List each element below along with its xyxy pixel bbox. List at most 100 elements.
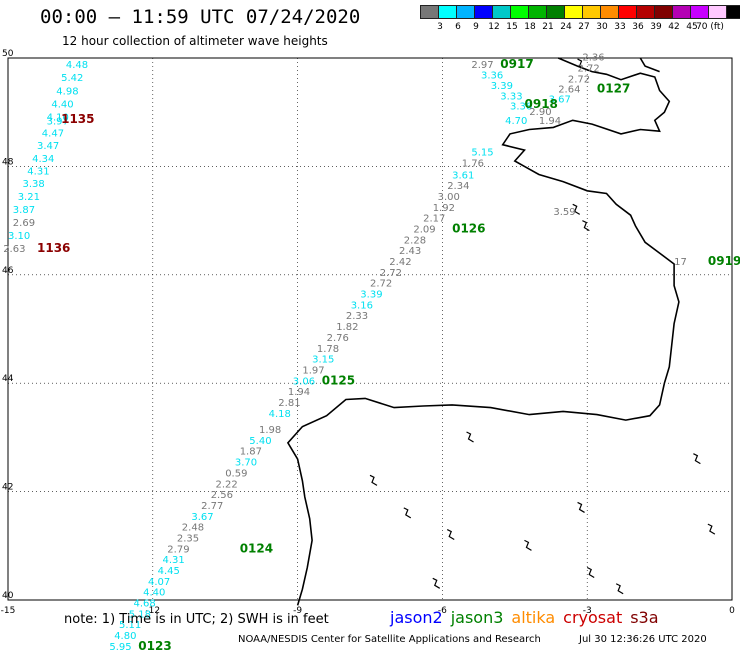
chart-subtitle: 12 hour collection of altimeter wave hei… (62, 34, 328, 48)
colorbar-label: 30 (596, 22, 608, 32)
wave-height-label: 4.47 (42, 129, 64, 140)
inland-water-outline (572, 203, 581, 215)
coastline (286, 57, 716, 606)
wave-height-label: 2.36 (582, 53, 604, 64)
y-tick-label: 44 (2, 374, 14, 384)
x-tick-label: 0 (729, 606, 735, 616)
wave-height-label: 2.56 (211, 490, 233, 501)
colorbar-label: 12 (488, 22, 500, 32)
wave-height-label: 3.36 (510, 102, 532, 113)
x-tick-label: -6 (438, 606, 447, 616)
wave-height-label: 17 (674, 257, 687, 268)
colorbar-label: 36 (632, 22, 644, 32)
footer-note: note: 1) Time is in UTC; 2) SWH is in fe… (64, 612, 329, 627)
wave-height-label: 3.33 (500, 92, 522, 103)
wave-height-label: 3.38 (23, 179, 45, 190)
inland-water-outline (615, 583, 624, 595)
legend-altika: altika (511, 608, 556, 627)
map-frame (7, 57, 733, 601)
wave-height-label: 3.06 (293, 376, 315, 387)
inland-water-outline (582, 220, 590, 232)
colorbar-label: 6 (455, 22, 461, 32)
wave-height-label: 4.07 (148, 577, 170, 588)
map-grid (7, 57, 733, 601)
wave-height-label: 2.76 (327, 333, 349, 344)
wave-height-label: 4.70 (505, 116, 527, 127)
wave-height-label: 4.40 (143, 588, 165, 599)
y-tick-label: 40 (2, 591, 14, 601)
y-tick-label: 50 (2, 49, 14, 59)
pass-time-label: 0919 (708, 254, 740, 268)
colorbar-label: 45 (686, 22, 698, 32)
legend-cryosat: cryosat (563, 608, 623, 627)
colorbar-label: 3 (437, 22, 443, 32)
pass-time-label: 0126 (452, 222, 485, 236)
colorbar-label: 42 (668, 22, 680, 32)
wave-height-label: 4.45 (158, 566, 180, 577)
wave-height-label: 4.98 (56, 86, 78, 97)
inland-water-outline (577, 58, 585, 70)
x-tick-label: -3 (583, 606, 592, 616)
wave-height-label: 3.36 (481, 71, 503, 82)
pass-time-label: 0918 (525, 97, 558, 111)
coast-outline (286, 57, 680, 606)
inland-water-outline (403, 507, 412, 519)
wave-height-label: 3.59 (553, 207, 575, 218)
wave-height-label: 2.43 (399, 246, 421, 257)
wave-height-label: 1.78 (317, 344, 339, 355)
legend-jason2: jason2 (390, 608, 443, 627)
wave-height-label: 2.90 (529, 107, 551, 118)
y-tick-label: 42 (2, 483, 13, 493)
wave-height-label: 2.42 (389, 257, 411, 268)
wave-height-label: 4.34 (32, 154, 54, 165)
coast-outline (639, 57, 660, 73)
wave-height-label: 3.67 (549, 94, 571, 105)
wave-height-label: 3.15 (312, 355, 334, 366)
wave-height-label: 2.63 (3, 244, 25, 255)
wave-height-label: 5.42 (61, 73, 83, 84)
axis-ticks: -15 -12 -9 -6 -3 0 40 42 44 46 48 50 (1, 49, 735, 616)
wave-height-label: 2.79 (167, 544, 189, 555)
wave-height-label: 2.17 (423, 214, 445, 225)
inland-water-outline (432, 577, 441, 589)
inland-water-outline (369, 474, 378, 486)
pass-time-label: 0917 (500, 57, 533, 71)
credit-text: NOAA/NESDIS Center for Satellite Applica… (238, 634, 541, 645)
wave-height-label: 1.76 (462, 158, 484, 169)
wave-height-label: 4.10 (47, 112, 69, 123)
inland-water-outline (577, 501, 585, 513)
wave-height-label: 3.47 (37, 141, 59, 152)
wave-height-label: 2.72 (578, 64, 600, 75)
y-tick-label: 46 (2, 266, 14, 276)
wave-height-label: 5.11 (119, 620, 141, 631)
pass-time-label: 1136 (37, 241, 70, 255)
colorbar-label: 15 (506, 22, 518, 32)
wave-height-label: 2.72 (568, 74, 590, 85)
wave-height-label: 2.09 (413, 225, 435, 236)
wave-height-label: 5.95 (109, 642, 131, 650)
wave-height-label: 2.64 (558, 85, 580, 96)
satellite-legend: jason2 jason3 altika cryosat s3a (390, 608, 667, 627)
inland-water-outline (466, 431, 474, 443)
wave-height-label: 2.48 (182, 523, 204, 534)
wave-height-label: 1.94 (288, 387, 310, 398)
wave-height-label: 3.97 (47, 117, 69, 128)
pass-time-label: 0124 (240, 541, 273, 555)
wave-height-label: 3.21 (18, 192, 40, 203)
wave-height-label: 2.97 (471, 60, 493, 71)
generated-timestamp: Jul 30 12:36:26 UTC 2020 (579, 634, 707, 645)
wave-height-label: 3.10 (8, 231, 30, 242)
wave-height-label: 2.28 (404, 235, 426, 246)
wave-height-label: 2.72 (370, 279, 392, 290)
pass-time-label: 0125 (322, 373, 355, 387)
wave-height-label: 5.40 (249, 436, 271, 447)
colorbar-label: 21 (542, 22, 554, 32)
wave-height-label: 4.80 (114, 631, 136, 642)
wave-height-label: 4.68 (134, 599, 156, 610)
inland-water-outline (524, 539, 532, 551)
chart-title: 00:00 – 11:59 UTC 07/24/2020 (40, 6, 361, 28)
wave-height-label: 1.97 (302, 365, 324, 376)
inland-water-outline (707, 523, 716, 535)
inland-water-outline (586, 566, 595, 578)
